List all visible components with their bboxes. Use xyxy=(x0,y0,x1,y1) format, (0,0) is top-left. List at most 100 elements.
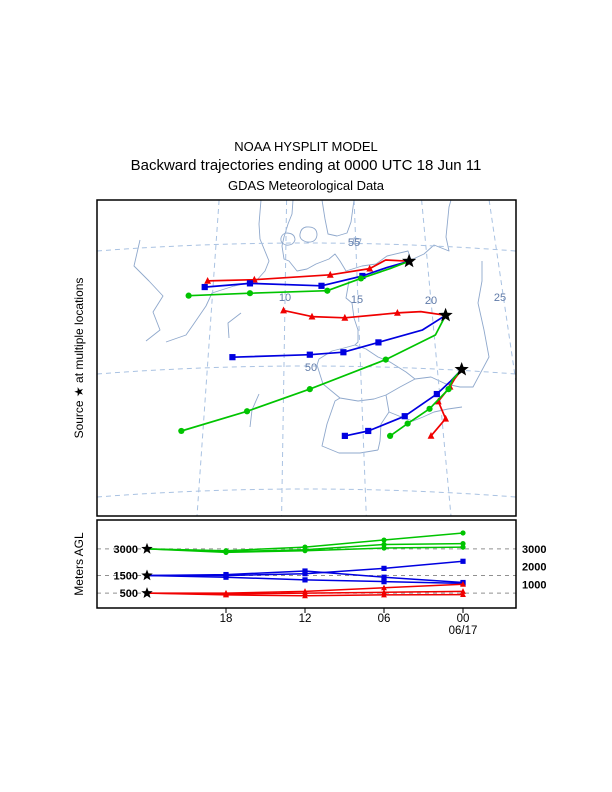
square-marker xyxy=(375,339,382,346)
height-right-label: 3000 xyxy=(522,544,546,556)
height-panel-border xyxy=(96,519,517,609)
map-grid-labels: 55 50 10 15 20 25 xyxy=(279,237,506,374)
height-right-label: 2000 xyxy=(522,562,546,574)
map-trajectories xyxy=(178,253,469,439)
trajectory-src2-3000m xyxy=(181,314,447,432)
circle-marker xyxy=(381,537,387,543)
title-main: Backward trajectories ending at 0000 UTC… xyxy=(130,157,482,175)
island-zealand xyxy=(299,226,318,243)
circle-marker xyxy=(381,545,387,551)
gridline-lon-10 xyxy=(281,200,288,516)
trajectory-src1-500m xyxy=(207,259,410,282)
square-marker xyxy=(340,349,347,356)
map-gridlines xyxy=(97,200,516,516)
height-start-star xyxy=(141,569,153,581)
border-poland-east xyxy=(414,261,490,388)
triangle-marker xyxy=(341,313,349,321)
title-model-name: NOAA HYSPLIT MODEL xyxy=(234,139,378,154)
trajectory-src1-1500m xyxy=(204,260,410,288)
circle-marker xyxy=(387,432,394,439)
square-marker xyxy=(302,568,308,574)
border-germany-poland xyxy=(345,280,359,346)
x-tick-label: 12 xyxy=(299,613,312,625)
circle-marker xyxy=(426,405,433,412)
triangle-marker xyxy=(434,397,442,405)
square-marker xyxy=(460,558,466,564)
date-label: 06/17 xyxy=(449,625,478,637)
circle-marker xyxy=(445,386,452,393)
gridline-lon-15 xyxy=(353,200,367,516)
title-block: NOAA HYSPLIT MODEL Backward trajectories… xyxy=(0,139,612,194)
height-left-label: 1500 xyxy=(114,571,138,583)
map-geography xyxy=(133,200,490,454)
square-marker xyxy=(223,571,229,578)
circle-marker xyxy=(404,420,411,427)
square-marker xyxy=(433,390,440,398)
square-marker xyxy=(381,574,387,580)
square-marker xyxy=(302,577,308,583)
border-czech-republic xyxy=(316,344,416,402)
x-tick-label: 06 xyxy=(378,613,391,625)
coastline-baltic xyxy=(281,200,452,272)
map-grid-label: 25 xyxy=(494,292,506,304)
circle-marker xyxy=(243,408,251,415)
triangle-marker xyxy=(366,264,374,272)
triangle-marker xyxy=(308,312,316,320)
circle-marker xyxy=(460,530,466,536)
square-marker xyxy=(223,574,229,580)
gridline-lat-55 xyxy=(97,242,516,252)
triangle-marker xyxy=(460,581,466,587)
triangle-marker xyxy=(460,588,466,594)
border-netherlands-germany xyxy=(227,312,242,339)
map-grid-label: 20 xyxy=(425,295,437,307)
circle-marker xyxy=(382,356,389,363)
triangle-marker xyxy=(204,277,211,284)
square-marker xyxy=(381,565,387,571)
map-grid-label: 15 xyxy=(351,294,363,306)
map-grid-label: 55 xyxy=(348,237,360,249)
title-met-data: GDAS Meteorological Data xyxy=(227,178,385,193)
gridline-lon-25 xyxy=(488,200,516,386)
gridline-lon-5 xyxy=(196,200,220,516)
border-austria xyxy=(321,394,390,454)
square-marker xyxy=(401,413,408,420)
triangle-marker xyxy=(326,270,334,278)
triangle-marker xyxy=(460,591,466,597)
triangle-marker xyxy=(381,591,387,598)
square-marker xyxy=(341,432,348,439)
triangle-marker xyxy=(427,432,435,439)
triangle-marker xyxy=(302,592,308,599)
height-right-label: 1000 xyxy=(522,579,546,591)
map-grid-label: 10 xyxy=(279,292,291,304)
triangle-marker xyxy=(394,309,401,316)
square-marker xyxy=(246,280,254,287)
square-marker xyxy=(318,282,325,289)
circle-marker xyxy=(460,544,466,550)
square-marker xyxy=(381,579,387,585)
x-tick-label: 18 xyxy=(220,613,233,625)
circle-marker xyxy=(302,548,308,554)
triangle-marker xyxy=(223,591,229,598)
source-star-2 xyxy=(438,307,453,322)
height-start-star xyxy=(141,542,153,554)
map-border xyxy=(96,199,517,517)
height-start-star xyxy=(141,587,153,598)
square-marker xyxy=(302,571,308,577)
map-grid-label: 50 xyxy=(305,362,317,374)
source-star-1 xyxy=(402,253,417,268)
triangle-marker xyxy=(280,306,287,314)
circle-marker xyxy=(178,427,185,435)
x-tick-label: 00 xyxy=(457,613,470,625)
trajectory-src3-3000m xyxy=(389,368,463,437)
trajectory-src2-1500m xyxy=(232,314,447,359)
circle-marker xyxy=(324,287,331,294)
triangle-marker xyxy=(381,584,387,591)
height-left-label: 500 xyxy=(120,588,138,600)
height-left-label: 3000 xyxy=(114,544,138,556)
circle-marker xyxy=(246,290,254,297)
circle-marker xyxy=(185,292,192,299)
circle-marker xyxy=(223,549,229,556)
circle-marker xyxy=(357,275,365,282)
